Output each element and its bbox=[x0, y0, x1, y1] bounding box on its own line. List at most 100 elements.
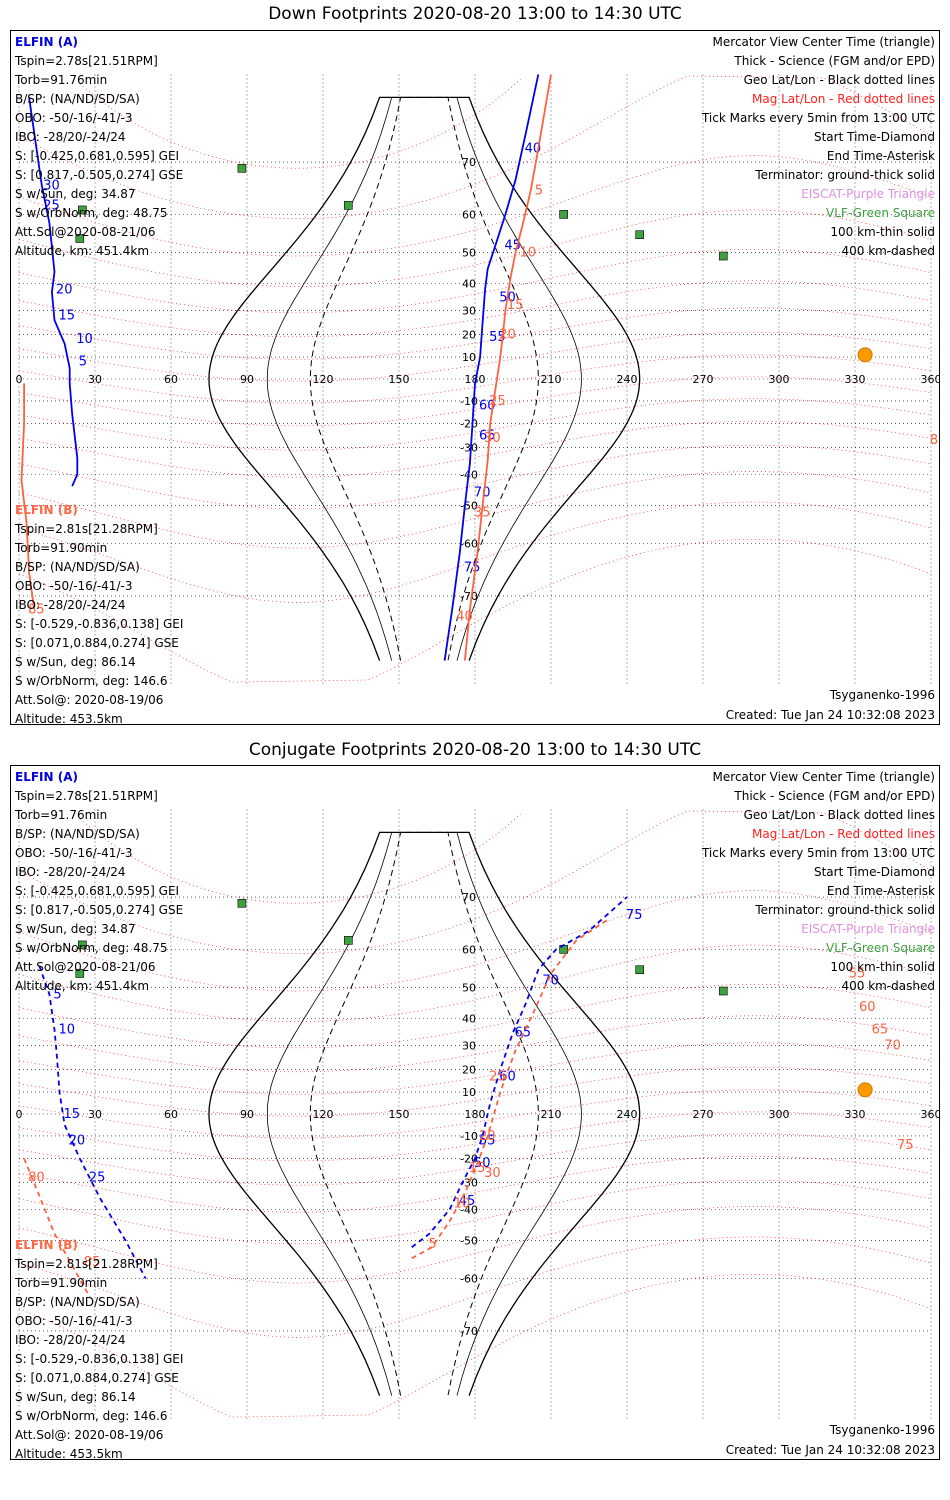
elfin-b-line: IBO: -28/20/-24/24 bbox=[15, 598, 126, 612]
elfin-b-tick-label: 65 bbox=[872, 1023, 889, 1038]
vlf-station bbox=[237, 899, 247, 908]
x-tick-label: 90 bbox=[240, 373, 254, 386]
elfin-b-line: S: [-0.529,-0.836,0.138] GEI bbox=[15, 1352, 184, 1366]
vlf-station bbox=[344, 201, 353, 210]
x-tick-label: 210 bbox=[541, 1108, 562, 1121]
x-tick-label: 60 bbox=[164, 1108, 178, 1121]
elfin-b-info: ELFIN (B) Tspin=2.81s[21.28RPM] Torb=91.… bbox=[15, 1236, 183, 1464]
map-svg: 0 30 60 90 120 150 180 210 240 270 300 330 360 -70 -60… bbox=[16, 809, 940, 1419]
elfin-a-tick-label: 20 bbox=[56, 282, 73, 297]
elfin-b-tick-label: 20 bbox=[499, 327, 516, 342]
elfin-b-line: B/SP: (NA/ND/SD/SA) bbox=[15, 1295, 140, 1309]
elfin-a-line: B/SP: (NA/ND/SD/SA) bbox=[15, 827, 140, 841]
sun-marker bbox=[857, 347, 873, 363]
elfin-b-tick-label: 35 bbox=[474, 505, 491, 520]
vlf-station bbox=[559, 210, 568, 219]
vlf-station bbox=[237, 164, 247, 173]
y-tick-label: 30 bbox=[462, 304, 476, 317]
elfin-a-tick-label: 15 bbox=[58, 308, 75, 323]
x-tick-label: 30 bbox=[88, 1108, 102, 1121]
mag-latitude-line bbox=[18, 471, 932, 549]
elfin-a-line: Torb=91.76min bbox=[15, 73, 108, 87]
elfin-a-tick-label: 65 bbox=[514, 1025, 531, 1040]
x-tick-label: 0 bbox=[16, 1108, 23, 1121]
x-tick-label: 360 bbox=[921, 373, 940, 386]
model-label: Tsyganenko-1996 bbox=[829, 688, 935, 702]
vlf-station bbox=[635, 230, 644, 240]
elfin-b-line: Att.Sol@: 2020-08-19/06 bbox=[15, 693, 164, 707]
x-tick-label: 150 bbox=[389, 1108, 410, 1121]
y-tick-label: 10 bbox=[462, 351, 476, 364]
elfin-b-track bbox=[411, 919, 608, 1260]
elfin-a-line: S: [0.817,-0.505,0.274] GSE bbox=[15, 903, 184, 917]
elfin-b-tick-label: 85 bbox=[84, 1255, 101, 1270]
legend-item: End Time-Asterisk bbox=[826, 884, 935, 898]
legend-item: EISCAT-Purple Triangle bbox=[801, 922, 935, 936]
elfin-a-tick-label: 10 bbox=[76, 332, 93, 347]
elfin-b-track bbox=[23, 1158, 91, 1298]
elfin-a-tick-label: 20 bbox=[69, 1133, 86, 1148]
terminator-line bbox=[309, 831, 539, 1396]
elfin-a-tick-label: 10 bbox=[58, 1023, 75, 1038]
y-tick-label: -30 bbox=[460, 1177, 478, 1190]
y-tick-label: 20 bbox=[462, 1063, 476, 1076]
elfin-a-tick-label: 30 bbox=[43, 178, 60, 193]
elfin-b-tick-label: 80 bbox=[930, 433, 939, 448]
elfin-b-tick-label: 25 bbox=[489, 394, 506, 409]
elfin-b-tick-label: 70 bbox=[884, 1038, 901, 1053]
x-tick-label: 120 bbox=[313, 1108, 334, 1121]
elfin-a-track bbox=[443, 74, 540, 661]
legend-item: 400 km-dashed bbox=[841, 244, 935, 258]
mag-latitude-line bbox=[18, 75, 932, 220]
mag-latitude-line bbox=[18, 248, 932, 314]
elfin-b-name: ELFIN (B) bbox=[15, 1238, 78, 1252]
legend-item: Tick Marks every 5min from 13:00 UTC bbox=[701, 846, 935, 860]
sun-marker bbox=[857, 1082, 873, 1098]
created-label: Created: Tue Jan 24 10:32:08 2023 bbox=[725, 708, 935, 722]
legend-item: 100 km-thin solid bbox=[830, 225, 935, 239]
elfin-b-line: OBO: -50/-16/-41/-3 bbox=[15, 1314, 133, 1328]
created-label: Created: Tue Jan 24 10:32:08 2023 bbox=[725, 1443, 935, 1457]
x-tick-label: 150 bbox=[389, 373, 410, 386]
elfin-b-line: S w/OrbNorm, deg: 146.6 bbox=[15, 674, 168, 688]
elfin-b-tick-label: 60 bbox=[859, 1000, 876, 1015]
elfin-a-tick-label: 75 bbox=[626, 908, 643, 923]
map-panel-down: 0 30 60 90 120 150 180 210 240 270 300 330 360 -70 -60… bbox=[10, 30, 940, 726]
elfin-a-line: Tspin=2.78s[21.51RPM] bbox=[15, 789, 158, 803]
elfin-a-name: ELFIN (A) bbox=[15, 35, 78, 49]
elfin-b-line: OBO: -50/-16/-41/-3 bbox=[15, 579, 133, 593]
y-tick-label: -70 bbox=[460, 1325, 478, 1338]
elfin-a-line: S w/Sun, deg: 34.87 bbox=[15, 922, 136, 936]
elfin-b-tick-label: 5 bbox=[535, 184, 543, 199]
legend-item: Start Time-Diamond bbox=[813, 130, 935, 144]
x-tick-label: 270 bbox=[693, 373, 714, 386]
elfin-a-line: S: [-0.425,0.681,0.595] GEI bbox=[15, 149, 180, 163]
x-tick-label: 30 bbox=[88, 373, 102, 386]
y-tick-label: 10 bbox=[462, 1086, 476, 1099]
elfin-a-tick-label: 55 bbox=[479, 1133, 496, 1148]
y-tick-label: -20 bbox=[460, 1153, 478, 1166]
elfin-b-line: Altitude: 453.5km bbox=[15, 712, 123, 726]
elfin-b-tick-label: 25 bbox=[489, 1069, 506, 1084]
elfin-a-tick-label: 5 bbox=[53, 987, 61, 1002]
elfin-b-line: S: [-0.529,-0.836,0.138] GEI bbox=[15, 617, 184, 631]
elfin-b-tick-label: 20 bbox=[479, 1129, 496, 1144]
y-tick-label: 50 bbox=[462, 247, 476, 260]
x-tick-label: 90 bbox=[240, 1108, 254, 1121]
elfin-a-tick-label: 65 bbox=[479, 428, 496, 443]
y-tick-label: -10 bbox=[460, 1130, 478, 1143]
elfin-b-tick-label: 30 bbox=[484, 431, 501, 446]
mag-latitude-line bbox=[18, 420, 932, 478]
x-tick-label: 360 bbox=[921, 1108, 940, 1121]
y-tick-label: 20 bbox=[462, 328, 476, 341]
elfin-a-tick-label: 5 bbox=[79, 354, 87, 369]
elfin-a-info: ELFIN (A) Tspin=2.78s[21.51RPM] Torb=91.… bbox=[15, 768, 183, 996]
legend-item: Tick Marks every 5min from 13:00 UTC bbox=[701, 111, 935, 125]
elfin-a-line: S w/Sun, deg: 34.87 bbox=[15, 187, 136, 201]
elfin-b-tick-label: 10 bbox=[454, 1197, 471, 1212]
elfin-a-tick-label: 25 bbox=[89, 1171, 106, 1186]
map-panel-conjugate: 0 30 60 90 120 150 180 210 240 270 300 330 360 -70 -60… bbox=[10, 765, 940, 1461]
legend-item: Start Time-Diamond bbox=[813, 865, 935, 879]
elfin-a-line: Altitude, km: 451.4km bbox=[15, 244, 150, 258]
y-tick-label: -70 bbox=[460, 590, 478, 603]
